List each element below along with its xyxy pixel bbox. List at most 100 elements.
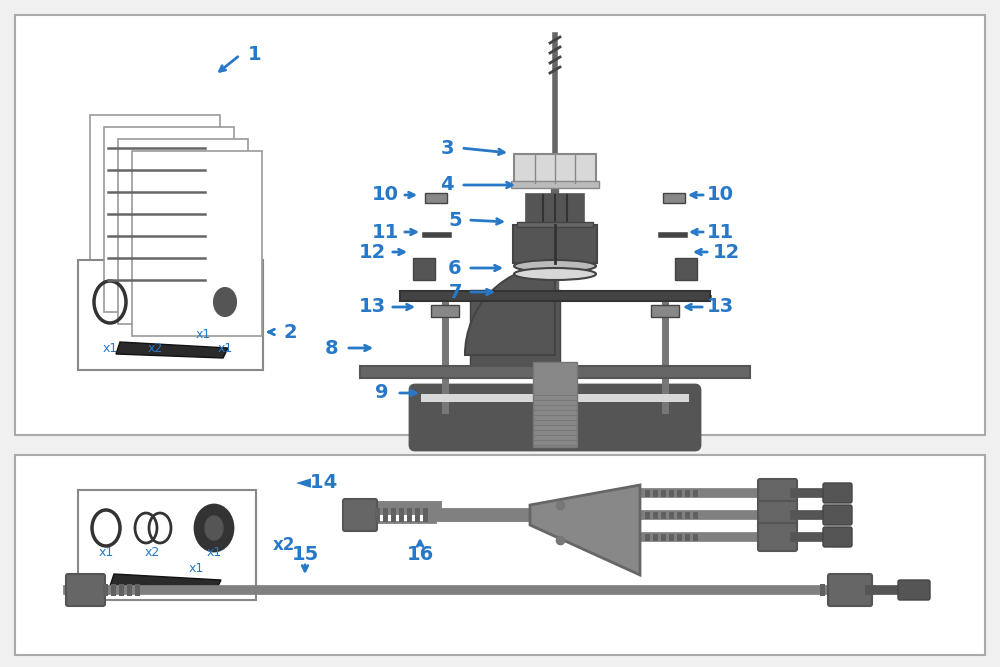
Bar — [431, 305, 459, 317]
FancyBboxPatch shape — [514, 154, 596, 184]
Text: x2: x2 — [144, 546, 160, 558]
Bar — [104, 127, 234, 312]
Bar — [391, 508, 396, 522]
Bar — [407, 508, 412, 522]
Text: x1: x1 — [217, 342, 233, 354]
Text: 9: 9 — [375, 384, 389, 402]
Text: 13: 13 — [358, 297, 386, 317]
Text: 16: 16 — [406, 546, 434, 564]
Text: 12: 12 — [712, 243, 740, 261]
FancyBboxPatch shape — [343, 499, 377, 531]
Text: 8: 8 — [325, 338, 339, 358]
Text: 11: 11 — [706, 223, 734, 241]
Ellipse shape — [195, 505, 233, 551]
Bar — [675, 258, 697, 280]
Bar — [423, 508, 428, 522]
Bar — [653, 534, 658, 540]
Bar — [399, 508, 404, 522]
Text: 5: 5 — [448, 211, 462, 229]
Bar — [693, 512, 698, 518]
Bar — [413, 258, 435, 280]
Bar — [661, 534, 666, 540]
Text: 13: 13 — [706, 297, 734, 317]
Bar — [517, 222, 593, 227]
Text: 3: 3 — [440, 139, 454, 157]
Bar — [677, 512, 682, 518]
Text: ◄14: ◄14 — [296, 472, 338, 492]
FancyBboxPatch shape — [823, 505, 852, 525]
Bar — [844, 584, 849, 596]
Text: x1: x1 — [206, 546, 222, 558]
Bar — [425, 193, 447, 203]
Bar — [653, 512, 658, 518]
Text: 7: 7 — [448, 283, 462, 301]
Bar — [511, 181, 599, 188]
Bar — [15, 15, 985, 435]
FancyBboxPatch shape — [823, 483, 852, 503]
Polygon shape — [530, 485, 640, 575]
Bar — [677, 534, 682, 540]
FancyBboxPatch shape — [66, 574, 105, 606]
Bar — [677, 490, 682, 496]
Ellipse shape — [205, 516, 223, 540]
FancyBboxPatch shape — [758, 523, 797, 551]
Bar — [661, 490, 666, 496]
FancyBboxPatch shape — [898, 580, 930, 600]
Bar — [135, 584, 140, 596]
Bar — [400, 291, 710, 301]
Bar — [78, 490, 256, 600]
FancyBboxPatch shape — [410, 385, 700, 450]
Bar — [820, 584, 825, 596]
Bar — [415, 508, 420, 522]
Text: x1: x1 — [195, 329, 211, 342]
Polygon shape — [116, 342, 228, 358]
Text: 11: 11 — [371, 223, 399, 241]
Text: 10: 10 — [372, 185, 398, 205]
Text: 10: 10 — [706, 185, 734, 205]
Bar — [533, 362, 577, 447]
Text: x2: x2 — [273, 536, 295, 554]
Bar — [15, 455, 985, 655]
Bar — [513, 225, 597, 263]
Bar — [383, 508, 388, 522]
Bar — [645, 490, 650, 496]
Text: 1: 1 — [248, 45, 262, 65]
Bar — [645, 512, 650, 518]
Bar — [78, 260, 263, 370]
Bar — [685, 512, 690, 518]
Text: x2: x2 — [147, 342, 163, 354]
Text: 2: 2 — [283, 323, 297, 342]
Bar — [661, 512, 666, 518]
Bar — [669, 534, 674, 540]
Bar — [421, 394, 689, 402]
Bar — [360, 366, 750, 378]
Bar — [132, 151, 262, 336]
FancyBboxPatch shape — [828, 574, 872, 606]
Text: 4: 4 — [440, 175, 454, 195]
Text: x1: x1 — [188, 562, 204, 574]
Bar — [119, 584, 124, 596]
Bar — [645, 534, 650, 540]
Bar — [118, 139, 248, 324]
Bar — [470, 290, 560, 365]
Bar — [669, 512, 674, 518]
Bar — [828, 584, 833, 596]
FancyBboxPatch shape — [758, 501, 797, 529]
FancyBboxPatch shape — [758, 479, 797, 507]
Bar — [375, 508, 380, 522]
Bar — [103, 584, 108, 596]
Text: 15: 15 — [291, 546, 319, 564]
Bar — [693, 490, 698, 496]
Ellipse shape — [203, 276, 247, 328]
Bar — [693, 534, 698, 540]
Ellipse shape — [214, 288, 236, 316]
Bar — [669, 490, 674, 496]
Text: 6: 6 — [448, 259, 462, 277]
Polygon shape — [110, 574, 221, 590]
Bar — [685, 490, 690, 496]
FancyBboxPatch shape — [526, 194, 584, 226]
Bar — [852, 584, 857, 596]
Ellipse shape — [514, 268, 596, 280]
Bar — [653, 490, 658, 496]
Bar — [663, 193, 685, 203]
